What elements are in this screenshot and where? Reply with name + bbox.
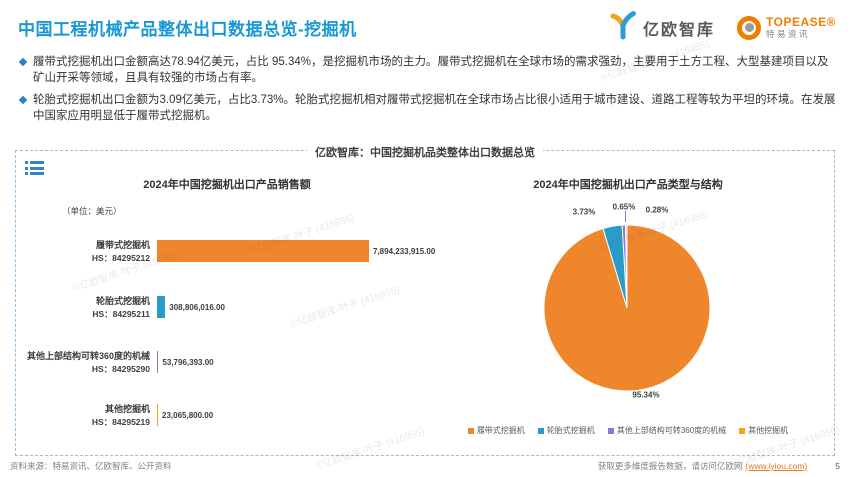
- legend-label: 其他挖掘机: [748, 426, 789, 435]
- topease-logo: TOPEASE® 特易资讯: [737, 14, 836, 40]
- bar-category-label: 履带式挖掘机 HS：84295212: [91, 239, 150, 263]
- legend-item: 履带式挖掘机: [467, 425, 525, 436]
- bar-value-label: 7,894,233,915.00: [373, 246, 436, 256]
- bar-category-label: 其他上部结构可转360度的机械 HS：84295290: [26, 350, 150, 374]
- bullet-text: 轮胎式挖掘机出口金额为3.09亿美元，占比3.73%。轮胎式挖掘机相对履带式挖掘…: [33, 94, 836, 122]
- bar-value-label: 53,796,393.00: [162, 357, 214, 367]
- diamond-bullet-icon: [18, 95, 28, 105]
- pie-percent-label: 95.34%: [632, 390, 660, 400]
- summary-bullets: 履带式挖掘机出口金额高达78.94亿美元，占比 95.34%，是挖掘机市场的主力…: [0, 45, 852, 124]
- bar-row: 轮胎式挖掘机 HS：84295211 308,806,016.00: [26, 287, 225, 327]
- pie-slice: [625, 224, 628, 309]
- yiou-logo-icon: [609, 10, 637, 45]
- list-menu-icon[interactable]: [25, 161, 44, 178]
- topease-ring-icon: [737, 15, 762, 40]
- bar-chart: 2024年中国挖掘机出口产品销售额 （单位：美元） 履带式挖掘机 HS：84295…: [26, 163, 435, 451]
- legend-item: 其他挖掘机: [739, 425, 788, 436]
- bar-value-label: 23,065,800.00: [162, 410, 214, 420]
- legend-swatch-icon: [739, 427, 746, 434]
- chart-panel: 亿欧智库：中国挖掘机品类整体出口数据总览 2024年中国挖掘机出口产品销售额 （…: [15, 144, 835, 456]
- pie-percent-label: 0.28%: [645, 205, 669, 215]
- source-note: 资料来源：特易资讯、亿欧智库、公开资料: [10, 461, 172, 471]
- footer-cta: 获取更多维度报告数据，请访问亿欧网: [597, 461, 743, 471]
- bar: [157, 351, 159, 373]
- iyiou-link[interactable]: (www.iyiou.com): [745, 461, 808, 471]
- pie-percent-label: 3.73%: [572, 207, 596, 217]
- page-number: 5: [835, 461, 840, 471]
- bullet-text: 履带式挖掘机出口金额高达78.94亿美元，占比 95.34%，是挖掘机市场的主力…: [33, 56, 829, 84]
- legend-item: 轮胎式挖掘机: [537, 425, 595, 436]
- legend-swatch-icon: [537, 427, 544, 434]
- pie-percent-label: 0.65%: [612, 202, 636, 212]
- bar-row: 其他挖掘机 HS：84295219 23,065,800.00: [26, 395, 213, 435]
- yiou-logo: 亿欧智库: [609, 10, 715, 45]
- legend-swatch-icon: [607, 427, 614, 434]
- bullet-item: 轮胎式挖掘机出口金额为3.09亿美元，占比3.73%。轮胎式挖掘机相对履带式挖掘…: [18, 92, 836, 124]
- legend-label: 其他上部结构可转360度的机械: [616, 426, 727, 435]
- bar-category-label: 其他挖掘机 HS：84295219: [91, 403, 150, 427]
- yiou-logo-text: 亿欧智库: [643, 21, 716, 39]
- footer-right: 获取更多维度报告数据，请访问亿欧网 (www.iyiou.com) 5: [598, 460, 840, 472]
- bullet-item: 履带式挖掘机出口金额高达78.94亿美元，占比 95.34%，是挖掘机市场的主力…: [18, 54, 836, 86]
- page-header: 中国工程机械产品整体出口数据总览-挖掘机 亿欧智库 TOPEASE® 特易资讯: [0, 0, 852, 45]
- topease-text: TOPEASE® 特易资讯: [766, 14, 836, 40]
- bar-row: 履带式挖掘机 HS：84295212 7,894,233,915.00: [26, 231, 435, 271]
- bar: [157, 404, 158, 426]
- legend-item: 其他上部结构可转360度的机械: [607, 425, 727, 436]
- pie-chart: 2024年中国挖掘机出口产品类型与结构 95.34% 3.73% 0.65% 0…: [426, 163, 830, 455]
- unit-label: （单位：美元）: [62, 206, 122, 216]
- legend-label: 履带式挖掘机: [476, 426, 525, 435]
- bar: [157, 296, 166, 318]
- pie-chart-title: 2024年中国挖掘机出口产品类型与结构: [533, 179, 723, 191]
- bar-chart-title: 2024年中国挖掘机出口产品销售额: [143, 179, 311, 191]
- bar-category-label: 轮胎式挖掘机 HS：84295211: [92, 295, 150, 319]
- page-footer: 资料来源：特易资讯、亿欧智库、公开资料 获取更多维度报告数据，请访问亿欧网 (w…: [10, 460, 840, 472]
- topease-subtitle: 特易资讯: [766, 28, 811, 39]
- bar: [157, 240, 369, 262]
- bar-row: 其他上部结构可转360度的机械 HS：84295290 53,796,393.00: [26, 342, 214, 382]
- bar-value-label: 308,806,016.00: [169, 302, 225, 312]
- topease-brand: TOPEASE®: [766, 14, 836, 29]
- legend-label: 轮胎式挖掘机: [546, 426, 595, 435]
- pie-legend: 履带式挖掘机 轮胎式挖掘机 其他上部结构可转360度的机械 其他挖掘机: [426, 425, 830, 436]
- label-leader-line: [625, 211, 626, 222]
- logos: 亿欧智库 TOPEASE® 特易资讯: [609, 10, 836, 45]
- pie-svg: [543, 224, 711, 392]
- page-title: 中国工程机械产品整体出口数据总览-挖掘机: [18, 20, 357, 39]
- legend-swatch-icon: [467, 427, 474, 434]
- panel-header-title: 亿欧智库：中国挖掘机品类整体出口数据总览: [307, 144, 543, 160]
- diamond-bullet-icon: [18, 57, 28, 67]
